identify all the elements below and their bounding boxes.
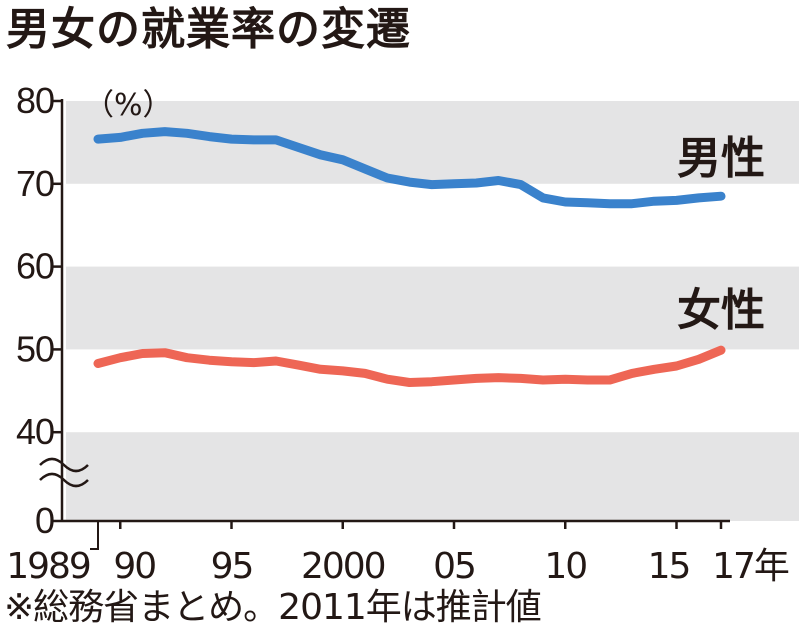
series-lines [93, 127, 726, 387]
y-tick-label: 40 [16, 411, 54, 452]
x-tick-label: 90 [113, 546, 155, 587]
y-tick-label: 50 [16, 328, 54, 369]
axis-break-mark [39, 457, 89, 473]
x-tick-label: 1989 [6, 546, 90, 587]
series-label-1: 女性 [677, 285, 765, 336]
grid-bands [66, 101, 799, 521]
grid-band-2 [66, 432, 799, 521]
series-line-1 [93, 345, 726, 387]
x-tick-label: 95 [211, 546, 253, 587]
x-tick-mark-1989 [90, 521, 99, 550]
x-tick-label: 17年 [712, 546, 789, 587]
y-unit-label: （%） [84, 88, 173, 123]
axis-break-mark [39, 472, 89, 488]
series-line-0 [93, 127, 726, 209]
x-tick-label: 05 [433, 546, 475, 587]
axes [39, 99, 730, 550]
y-tick-label: 70 [16, 163, 54, 204]
source-footnote: ※総務省まとめ。2011年は推計値 [4, 587, 542, 628]
y-tick-label: 0 [35, 500, 54, 541]
grid-band-0 [66, 101, 799, 184]
series-label-0: 男性 [677, 133, 765, 184]
y-tick-label: 80 [16, 80, 54, 121]
chart-title: 男女の就業率の変遷 [6, 4, 411, 55]
grid-band-1 [66, 266, 799, 350]
x-tick-labels: 1989 90 95 2000 05 10 15 17年 [6, 546, 791, 587]
y-tick-label: 60 [16, 246, 54, 287]
y-tick-labels: 0 40 50 60 70 80 [16, 80, 55, 541]
x-tick-label: 2000 [301, 546, 385, 587]
x-tick-label: 10 [544, 546, 586, 587]
x-tick-label: 15 [648, 546, 690, 587]
